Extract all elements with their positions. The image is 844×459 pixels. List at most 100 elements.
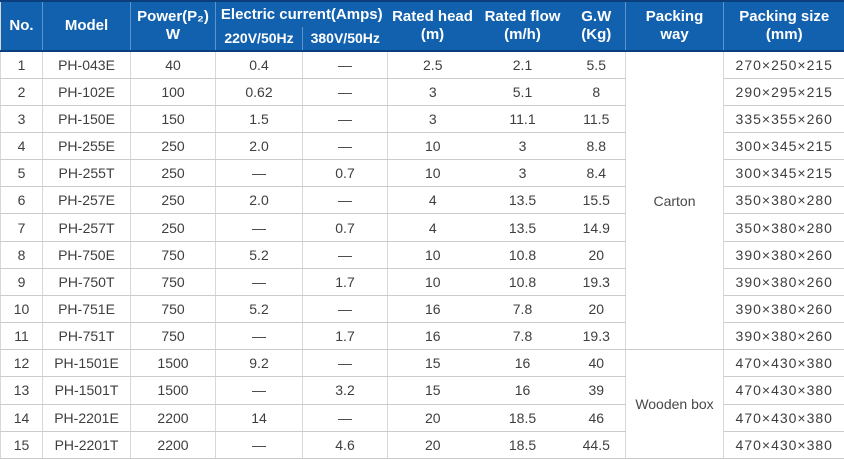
cell-packing-size: 350×380×280 xyxy=(723,186,844,215)
cell-rated-head: 10 xyxy=(387,132,478,161)
cell-current-220v: 2.0 xyxy=(215,186,303,215)
table-row: 1 PH-043E 40 0.4—2.5 2.1 5.5 Carton 270×250×215 xyxy=(0,51,844,351)
cell-no: 3 xyxy=(0,105,43,133)
col-header-power: Power(P₂) W xyxy=(130,0,216,52)
cell-rated-flow: 10.8 xyxy=(477,241,568,269)
cell-gross-weight: 46 xyxy=(567,404,626,432)
cell-model: PH-255T xyxy=(42,159,131,188)
cell-packing-size: 470×430×380 xyxy=(723,349,844,378)
cell-model: PH-255E xyxy=(42,132,131,161)
col-header-model-label: Model xyxy=(64,17,109,35)
cell-model: PH-750T xyxy=(42,268,131,296)
cell-model: PH-751E xyxy=(42,295,131,324)
cell-packing-size: 470×430×380 xyxy=(723,431,844,459)
col-header-gross-weight: G.W (Kg) xyxy=(567,0,626,52)
table-row: 12 PH-1501E 1500 9.2—15 16 40 Wooden box 470×43… xyxy=(0,349,844,459)
table-row: 3 PH-150E 150 1.5—3 11.1 11.5 335×355×260 xyxy=(0,105,844,133)
cell-current-220v: — xyxy=(215,376,303,405)
table-row: 5 PH-255T 250—0.7 10 3 8.4 300×345×215 xyxy=(0,159,844,188)
cell-no: 6 xyxy=(0,186,43,215)
cell-power: 250 xyxy=(130,132,216,161)
cell-packing-size: 390×380×260 xyxy=(723,295,844,324)
cell-current-380v: 4.6 xyxy=(302,431,388,459)
cell-current-380v: — xyxy=(302,132,388,161)
cell-no: 9 xyxy=(0,268,43,296)
cell-packing-size: 300×345×215 xyxy=(723,132,844,161)
col-header-no: No. xyxy=(0,0,43,52)
cell-power: 40 xyxy=(130,51,216,79)
table-row: 2 PH-102E 100 0.62—3 5.1 8 290×295×215 xyxy=(0,78,844,106)
cell-rated-head: 10 xyxy=(387,159,478,188)
cell-gross-weight: 11.5 xyxy=(567,105,626,133)
cell-model: PH-043E xyxy=(42,51,131,79)
cell-rated-flow: 10.8 xyxy=(477,268,568,296)
cell-current-380v: — xyxy=(302,295,388,324)
cell-current-380v: 1.7 xyxy=(302,322,388,351)
cell-current-220v: — xyxy=(215,431,303,459)
cell-no: 15 xyxy=(0,431,43,459)
cell-model: PH-750E xyxy=(42,241,131,269)
cell-packing-size: 290×295×215 xyxy=(723,78,844,106)
cell-current-220v: — xyxy=(215,268,303,296)
cell-no: 7 xyxy=(0,213,43,242)
cell-model: PH-1501E xyxy=(42,349,131,378)
cell-no: 11 xyxy=(0,322,43,351)
cell-rated-flow: 13.5 xyxy=(477,186,568,215)
cell-current-220v: — xyxy=(215,322,303,351)
cell-packing-size: 390×380×260 xyxy=(723,322,844,351)
cell-no: 8 xyxy=(0,241,43,269)
cell-model: PH-1501T xyxy=(42,376,131,405)
cell-power: 1500 xyxy=(130,376,216,405)
cell-rated-flow: 7.8 xyxy=(477,322,568,351)
cell-power: 250 xyxy=(130,213,216,242)
table-row: 8 PH-750E 750 5.2—10 10.8 20 390×380×260 xyxy=(0,241,844,269)
cell-gross-weight: 44.5 xyxy=(567,431,626,459)
cell-rated-flow: 18.5 xyxy=(477,404,568,432)
cell-gross-weight: 40 xyxy=(567,349,626,378)
cell-rated-head: 4 xyxy=(387,186,478,215)
cell-gross-weight: 20 xyxy=(567,295,626,324)
cell-gross-weight: 19.3 xyxy=(567,322,626,351)
cell-current-380v: — xyxy=(302,78,388,106)
cell-rated-head: 16 xyxy=(387,295,478,324)
cell-rated-head: 10 xyxy=(387,241,478,269)
cell-current-380v: 1.7 xyxy=(302,268,388,296)
cell-power: 750 xyxy=(130,268,216,296)
table-row: 4 PH-255E 250 2.0—10 3 8.8 300×345×215 xyxy=(0,132,844,161)
cell-no: 14 xyxy=(0,404,43,432)
cell-packing-size: 470×430×380 xyxy=(723,376,844,405)
cell-current-380v: — xyxy=(302,349,388,378)
cell-packing-size: 300×345×215 xyxy=(723,159,844,188)
cell-packing-size: 390×380×260 xyxy=(723,241,844,269)
cell-packing-size: 270×250×215 xyxy=(723,51,844,79)
cell-rated-head: 20 xyxy=(387,431,478,459)
cell-model: PH-257E xyxy=(42,186,131,215)
cell-gross-weight: 8 xyxy=(567,78,626,106)
cell-current-380v: — xyxy=(302,241,388,269)
cell-rated-head: 3 xyxy=(387,78,478,106)
cell-packing-size: 350×380×280 xyxy=(723,213,844,242)
cell-power: 750 xyxy=(130,241,216,269)
cell-power: 750 xyxy=(130,295,216,324)
table-header: No. Model Power(P₂) W Electric current(A… xyxy=(0,0,844,52)
cell-power: 250 xyxy=(130,159,216,188)
cell-no: 10 xyxy=(0,295,43,324)
cell-no: 13 xyxy=(0,376,43,405)
cell-no: 2 xyxy=(0,78,43,106)
cell-power: 1500 xyxy=(130,349,216,378)
cell-gross-weight: 14.9 xyxy=(567,213,626,242)
cell-rated-head: 15 xyxy=(387,376,478,405)
cell-no: 4 xyxy=(0,132,43,161)
table-row: 9 PH-750T 750—1.7 10 10.8 19.3 390×380×260 xyxy=(0,268,844,296)
table-row: 11 PH-751T 750—1.7 16 7.8 19.3 390×380×260 xyxy=(0,322,844,351)
cell-current-380v: 3.2 xyxy=(302,376,388,405)
cell-packing-size: 390×380×260 xyxy=(723,268,844,296)
cell-model: PH-751T xyxy=(42,322,131,351)
cell-current-220v: 9.2 xyxy=(215,349,303,378)
cell-rated-flow: 2.1 xyxy=(477,51,568,79)
cell-rated-head: 20 xyxy=(387,404,478,432)
col-header-220v-50hz: 220V/50Hz xyxy=(215,27,303,52)
table-row: 13 PH-1501T 1500—3.2 15 16 39 470×430×380 xyxy=(0,376,844,405)
cell-current-380v: — xyxy=(302,186,388,215)
